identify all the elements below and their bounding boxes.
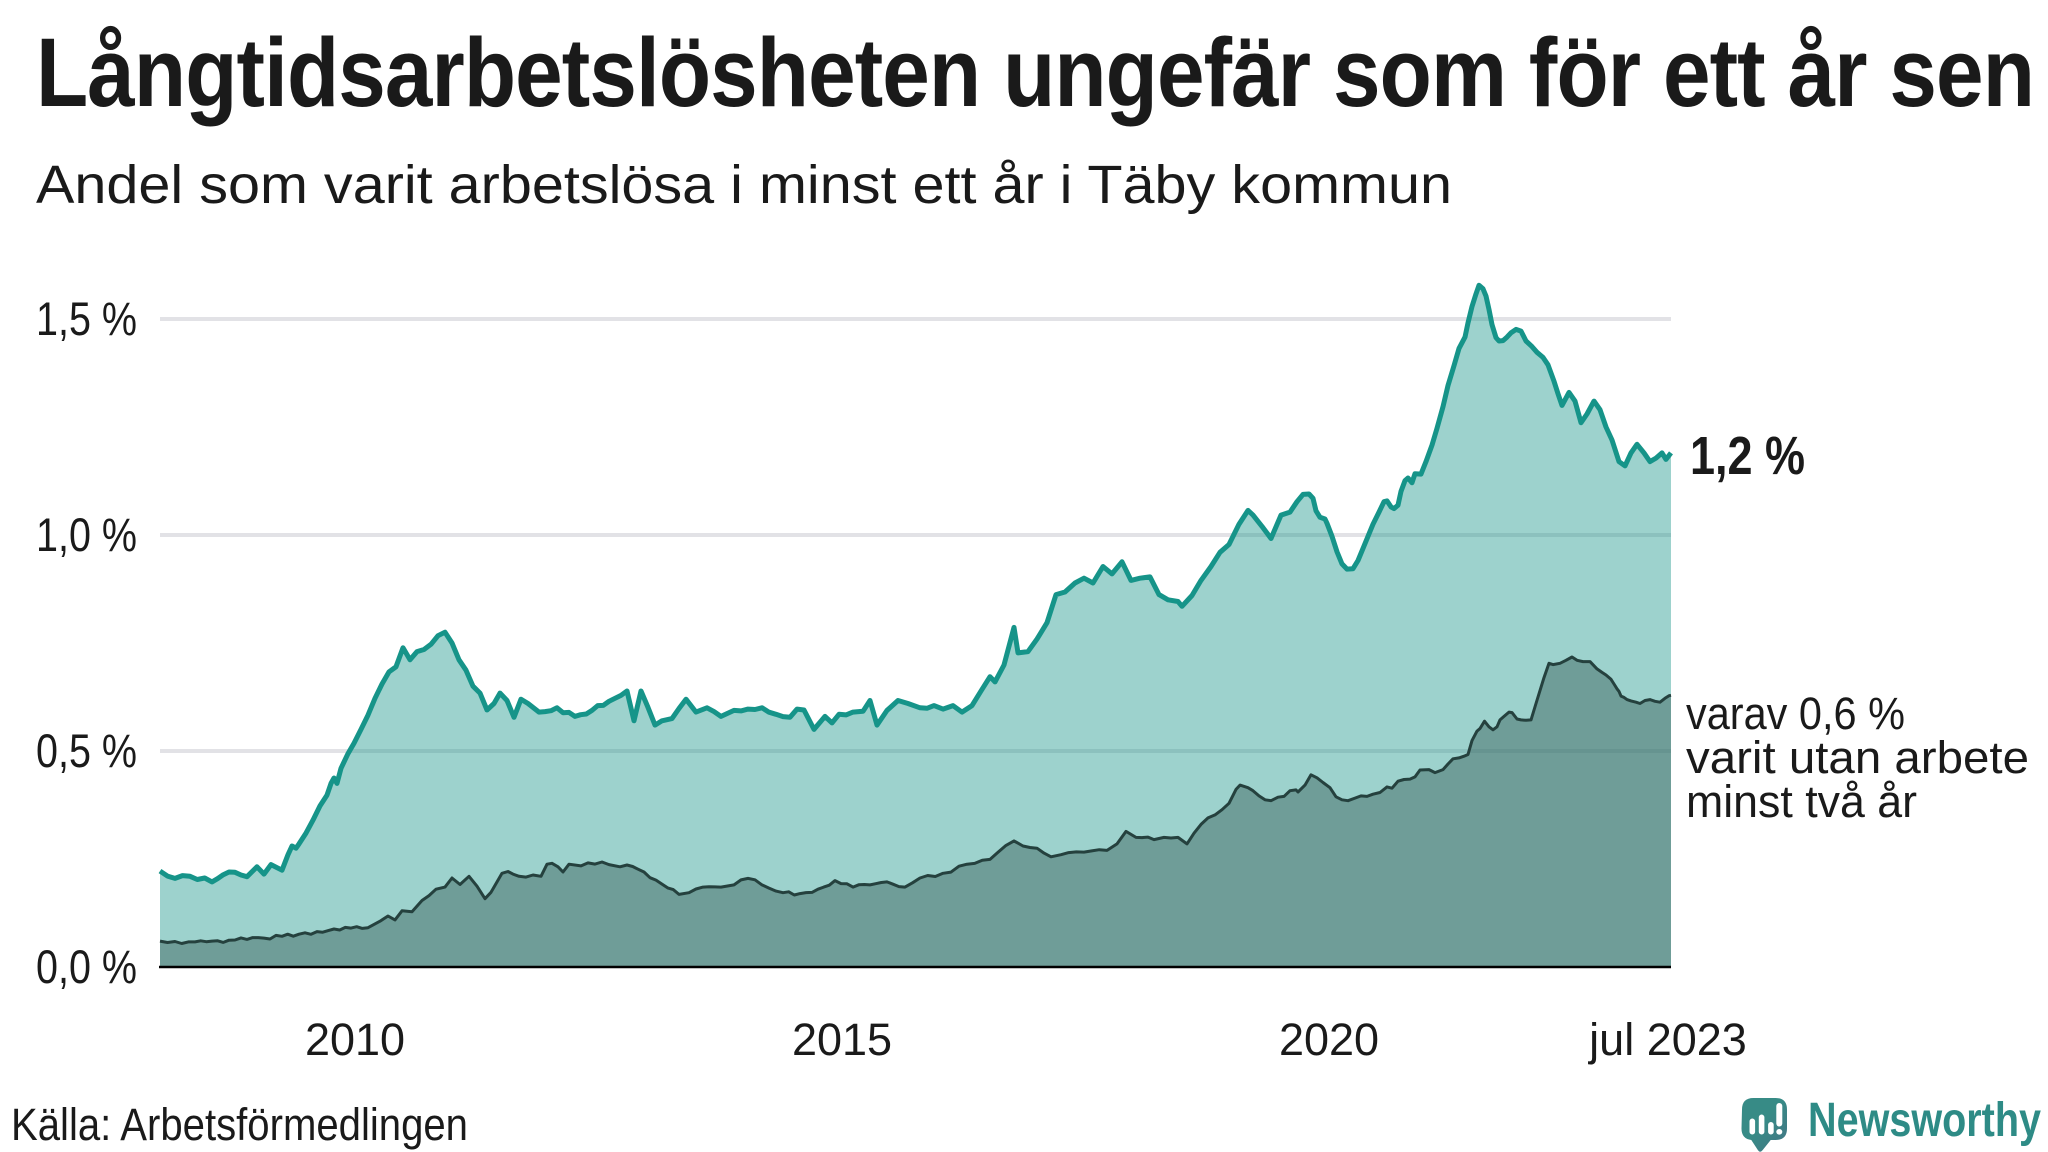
svg-text:1,2 %: 1,2 % bbox=[1690, 426, 1805, 486]
svg-text:0,0 %: 0,0 % bbox=[36, 940, 137, 993]
svg-text:minst två år: minst två år bbox=[1686, 776, 1917, 827]
svg-text:varav 0,6 %: varav 0,6 % bbox=[1686, 688, 1905, 739]
svg-text:2020: 2020 bbox=[1279, 1014, 1379, 1065]
svg-text:Newsworthy: Newsworthy bbox=[1808, 1094, 2041, 1147]
svg-text:0,5 %: 0,5 % bbox=[36, 724, 137, 777]
svg-text:2010: 2010 bbox=[305, 1014, 405, 1065]
svg-text:varit utan arbete: varit utan arbete bbox=[1686, 732, 2029, 783]
svg-text:Andel som varit arbetslösa i m: Andel som varit arbetslösa i minst ett å… bbox=[36, 155, 1452, 215]
svg-text:jul 2023: jul 2023 bbox=[1587, 1014, 1747, 1065]
svg-text:1,0 %: 1,0 % bbox=[36, 508, 137, 561]
svg-text:1,5 %: 1,5 % bbox=[36, 292, 137, 345]
svg-text:Källa: Arbetsförmedlingen: Källa: Arbetsförmedlingen bbox=[11, 1099, 468, 1150]
svg-text:2015: 2015 bbox=[792, 1014, 892, 1065]
svg-text:Långtidsarbetslösheten ungefär: Långtidsarbetslösheten ungefär som för e… bbox=[36, 18, 2034, 127]
